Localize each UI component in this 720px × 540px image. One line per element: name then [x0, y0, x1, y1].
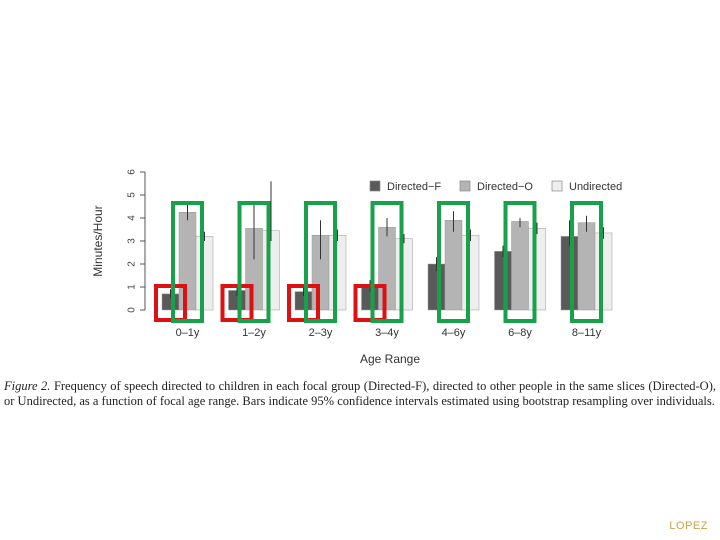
legend-label: Directed−F — [387, 181, 441, 193]
x-tick-label: 1–2y — [242, 327, 266, 339]
bar — [577, 222, 596, 311]
legend-label: Directed−O — [477, 181, 533, 193]
bar — [328, 235, 347, 311]
bar — [528, 228, 546, 311]
bar — [461, 235, 480, 311]
highlight-box-green — [171, 201, 204, 323]
x-tick-label: 3–4y — [375, 327, 399, 339]
y-tick-label: 0 — [127, 307, 138, 313]
highlight-box-green — [570, 201, 603, 323]
highlight-box-red — [154, 284, 187, 322]
bar — [444, 220, 463, 311]
highlight-box-red — [220, 284, 254, 322]
highlight-box-green — [237, 201, 271, 323]
legend-swatch — [551, 180, 563, 192]
x-tick-label: 6–8y — [508, 327, 532, 339]
bar — [378, 226, 396, 311]
figure-caption: Figure 2. Frequency of speech directed t… — [4, 379, 716, 409]
x-tick-label: 2–3y — [309, 327, 333, 339]
x-axis-label: Age Range — [360, 352, 420, 366]
caption-text: Frequency of speech directed to children… — [4, 379, 716, 408]
y-tick-label: 1 — [127, 284, 138, 290]
highlight-box-red — [287, 284, 320, 322]
y-tick-label: 3 — [127, 238, 138, 244]
legend-label: Undirected — [569, 181, 622, 193]
highlight-box-green — [503, 201, 537, 323]
bar — [494, 251, 512, 311]
highlight-box-green — [304, 201, 337, 323]
bar — [560, 236, 579, 311]
highlight-box-green — [370, 201, 404, 323]
y-tick-label: 6 — [127, 169, 138, 175]
bar — [511, 221, 529, 311]
bar — [395, 238, 413, 311]
bar — [262, 230, 280, 311]
legend-swatch — [459, 180, 471, 192]
highlight-box-green — [437, 201, 470, 323]
y-axis-label: Minutes/Hour — [91, 205, 105, 276]
bar-chart: 0 1 2 3 4 5 6 Minutes/Hour 0–1y 1–2y 2–3y 3–4y 4–6y 6… — [91, 169, 622, 366]
bar — [178, 212, 197, 311]
legend-swatch — [369, 180, 381, 192]
x-tick-label: 0–1y — [176, 327, 200, 339]
y-tick-label: 2 — [127, 261, 138, 267]
bar — [594, 232, 613, 311]
y-tick-label: 4 — [127, 215, 138, 221]
bar — [195, 236, 214, 311]
x-tick-label: 4–6y — [442, 327, 466, 339]
highlight-box-red — [353, 284, 387, 322]
x-tick-label: 8–11y — [572, 327, 602, 339]
y-tick-label: 5 — [127, 192, 138, 198]
figure-label: Figure 2. — [4, 379, 51, 393]
footer-author: LOPEZ — [669, 520, 708, 532]
